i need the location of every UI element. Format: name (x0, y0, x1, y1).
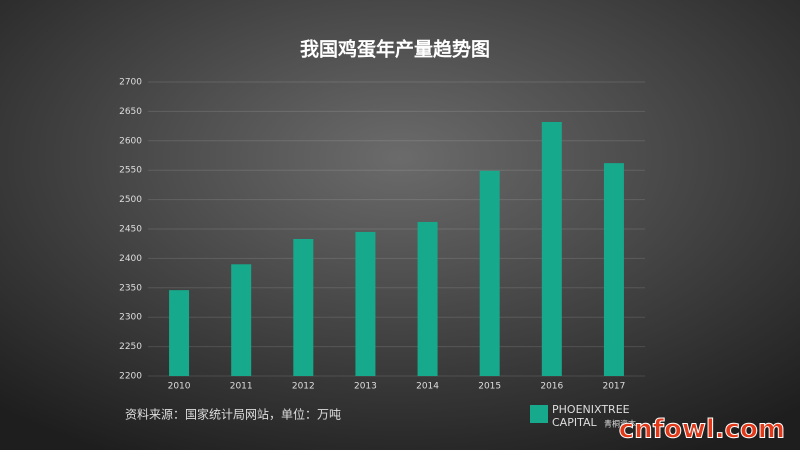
bar (169, 290, 190, 376)
y-tick-label: 2250 (119, 342, 142, 352)
logo-cn: 青桐资本 (604, 419, 636, 429)
y-tick-label: 2600 (119, 136, 142, 146)
bar (231, 264, 252, 376)
logo-subname: CAPITAL (552, 416, 597, 429)
bar (355, 231, 376, 376)
chart-title: 我国鸡蛋年产量趋势图 (300, 38, 490, 61)
x-tick-label: 2011 (230, 382, 253, 392)
y-tick-label: 2650 (119, 107, 142, 117)
bar (417, 221, 438, 376)
y-tick-label: 2350 (119, 283, 142, 293)
x-tick-label: 2010 (168, 382, 191, 392)
source-note: 资料来源：国家统计局网站，单位：万吨 (125, 407, 341, 422)
x-tick-label: 2014 (416, 382, 439, 392)
y-tick-label: 2400 (119, 254, 142, 264)
logo-name: PHOENIXTREE (552, 403, 630, 416)
logo-icon (530, 405, 548, 423)
y-tick-label: 2450 (119, 225, 142, 235)
x-tick-label: 2012 (292, 382, 315, 392)
bar (479, 170, 500, 376)
x-tick-label: 2015 (478, 382, 501, 392)
x-tick-label: 2016 (540, 382, 563, 392)
x-tick-label: 2017 (602, 382, 625, 392)
bar (293, 238, 314, 376)
bar (541, 121, 562, 376)
y-tick-label: 2700 (119, 78, 142, 88)
y-tick-label: 2300 (119, 313, 142, 323)
y-tick-label: 2500 (119, 195, 142, 205)
x-tick-label: 2013 (354, 382, 377, 392)
bar (603, 163, 624, 376)
y-tick-label: 2200 (119, 372, 142, 382)
watermark: cnfowl.com (619, 415, 785, 445)
y-tick-label: 2550 (119, 166, 142, 176)
